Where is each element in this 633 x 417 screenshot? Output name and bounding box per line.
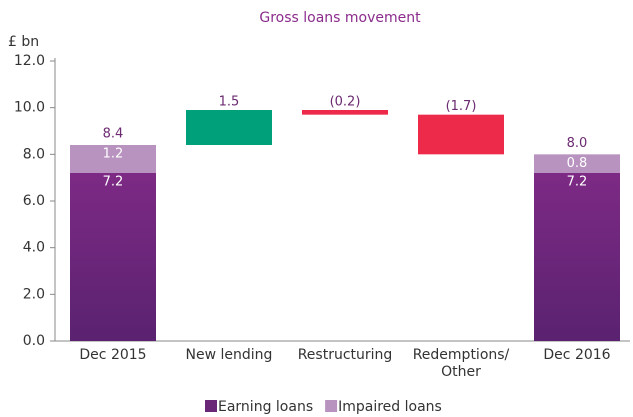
y-axis-label: £ bn — [8, 34, 39, 50]
value-label: 0.8 — [567, 156, 588, 171]
value-label: 8.0 — [567, 136, 588, 151]
y-tick-label: 6.0 — [23, 193, 45, 209]
value-label: 1.2 — [103, 147, 124, 162]
x-tick-label: Dec 2016 — [543, 347, 611, 363]
value-label: (1.7) — [446, 99, 477, 114]
legend-swatch — [205, 400, 217, 412]
x-tick-label: Restructuring — [297, 347, 393, 363]
legend-label: Earning loans — [218, 399, 313, 415]
value-label: 1.5 — [219, 95, 240, 110]
value-label: 7.2 — [567, 175, 588, 190]
y-tick-label: 0.0 — [23, 333, 45, 349]
value-label: 7.2 — [103, 175, 124, 190]
chart-title: Gross loans movement — [259, 10, 421, 26]
bar-segment — [70, 145, 156, 173]
y-tick-label: 2.0 — [23, 286, 45, 302]
legend-label: Impaired loans — [338, 399, 442, 415]
legend-swatch — [325, 400, 338, 412]
value-label: 8.4 — [103, 127, 124, 142]
bar-segment — [70, 173, 156, 341]
x-tick-label: Redemptions/ Other — [412, 347, 510, 380]
x-tick-label: New lending — [185, 347, 273, 363]
x-tick-label: Dec 2015 — [79, 347, 147, 363]
value-label: (0.2) — [330, 95, 361, 110]
bar-segment — [534, 154, 620, 173]
y-tick-label: 8.0 — [23, 146, 45, 162]
y-tick-label: 12.0 — [14, 53, 45, 69]
change-bar — [186, 110, 272, 145]
change-bar — [418, 114, 504, 155]
y-tick-label: 4.0 — [23, 240, 45, 256]
y-tick-label: 10.0 — [14, 100, 45, 116]
bar-segment — [534, 173, 620, 341]
change-bar — [302, 110, 388, 115]
